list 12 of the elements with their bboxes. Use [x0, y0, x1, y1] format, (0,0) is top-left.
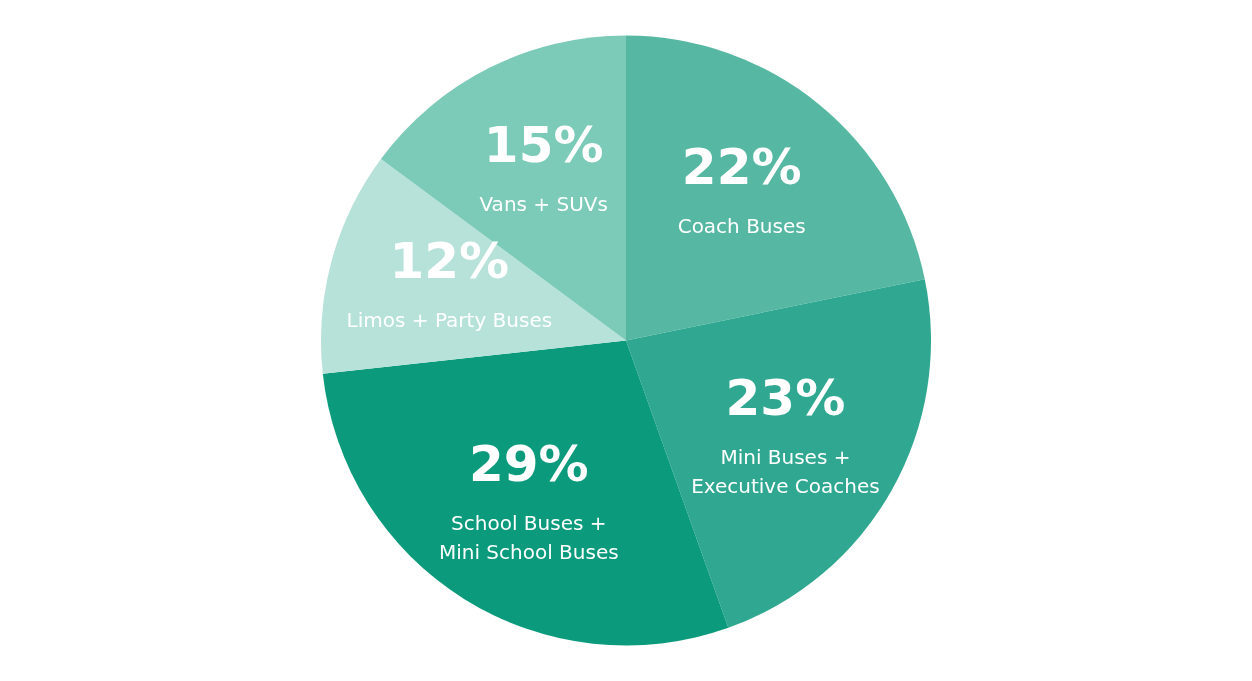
slice-label: Coach Buses: [677, 213, 806, 238]
data-label: 29%: [468, 434, 589, 493]
data-label: 22%: [681, 137, 802, 196]
slice-label: Vans + SUVs: [479, 192, 608, 217]
data-label: 12%: [389, 231, 510, 290]
slice-label: Mini Buses + Executive Coaches: [691, 445, 880, 499]
slice-label: School Buses + Mini School Buses: [438, 510, 619, 564]
pie-slice: [626, 279, 931, 628]
data-label: 23%: [725, 369, 846, 428]
pie-slice: [626, 35, 925, 341]
data-label: 15%: [483, 116, 604, 175]
slice-label: Limos + Party Buses: [346, 307, 553, 332]
